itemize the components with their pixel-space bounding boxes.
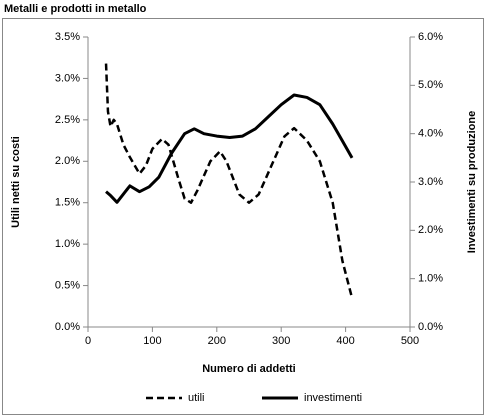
- y-tick-label: 2.5%: [55, 114, 80, 126]
- chart-title: Metalli e prodotti in metallo: [4, 3, 147, 15]
- y-tick-label: 1.0%: [55, 238, 80, 250]
- y2-tick-label: 4.0%: [418, 128, 443, 140]
- series-line: [105, 93, 354, 204]
- y2-axis-label: Investimenti su produzione: [466, 111, 478, 253]
- y2-tick-label: 3.0%: [418, 176, 443, 188]
- legend-label: investimenti: [304, 392, 362, 404]
- series-line: [104, 63, 354, 299]
- legend-label: utili: [188, 392, 205, 404]
- x-tick-label: 300: [272, 335, 290, 347]
- y2-tick-label: 0.0%: [418, 321, 443, 333]
- y2-tick-label: 1.0%: [418, 273, 443, 285]
- x-tick-label: 0: [85, 335, 91, 347]
- x-tick-label: 100: [143, 335, 161, 347]
- y-tick-label: 0.5%: [55, 279, 80, 291]
- y-tick-label: 3.5%: [55, 31, 80, 43]
- x-axis-label: Numero di addetti: [202, 363, 296, 375]
- x-tick-label: 500: [401, 335, 419, 347]
- y2-tick-label: 6.0%: [418, 31, 443, 43]
- y-tick-label: 3.0%: [55, 72, 80, 84]
- y-tick-label: 2.0%: [55, 155, 80, 167]
- y-tick-label: 1.5%: [55, 197, 80, 209]
- y2-tick-label: 2.0%: [418, 224, 443, 236]
- x-tick-label: 200: [208, 335, 226, 347]
- x-tick-label: 400: [336, 335, 354, 347]
- y-axis-label: Utili netti su costi: [10, 136, 22, 228]
- chart-frame: [2, 18, 484, 415]
- y-tick-label: 0.0%: [55, 321, 80, 333]
- y2-tick-label: 5.0%: [418, 79, 443, 91]
